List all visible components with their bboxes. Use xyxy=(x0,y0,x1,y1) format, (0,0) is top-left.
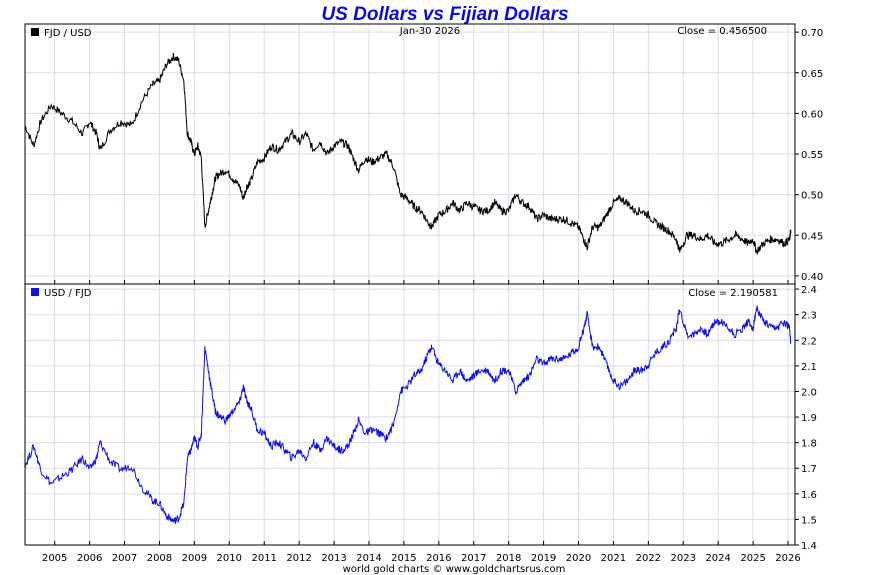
y-tick-label-usd-fjd-1.8: 1.8 xyxy=(801,439,817,450)
y-tick-label-usd-fjd-2.4: 2.4 xyxy=(801,285,817,296)
x-tick-label-2010: 2010 xyxy=(217,553,242,564)
x-tick-label-2018: 2018 xyxy=(496,553,521,564)
x-tick-label-2013: 2013 xyxy=(321,553,346,564)
x-tick-label-2019: 2019 xyxy=(531,553,556,564)
close-label-fjd-usd: Close = 0.456500 xyxy=(677,26,767,37)
y-axis-bottom: 2.4 2.3 2.2 2.1 2.0 1.9 1.8 1.7 1.6 1.5 1.4 xyxy=(795,285,817,552)
y-tick-label-usd-fjd-1.6: 1.6 xyxy=(801,490,817,501)
y-axis-top: 0.70 0.65 0.60 0.55 0.50 0.45 0.40 xyxy=(795,28,823,283)
y-tick-label-usd-fjd-1.5: 1.5 xyxy=(801,515,817,526)
x-tick-label-2008: 2008 xyxy=(147,553,172,564)
x-tick-label-2007: 2007 xyxy=(112,553,137,564)
x-tick-label-2005: 2005 xyxy=(42,553,67,564)
y-tick-label-fjd-usd-0.45: 0.45 xyxy=(801,231,823,242)
y-tick-label-fjd-usd-0.70: 0.70 xyxy=(801,28,823,39)
y-tick-label-fjd-usd-0.55: 0.55 xyxy=(801,150,823,161)
legend-swatch-fjd-usd xyxy=(31,28,39,36)
x-tick-label-2020: 2020 xyxy=(566,553,591,564)
x-tick-label-2011: 2011 xyxy=(251,553,276,564)
x-tick-label-2015: 2015 xyxy=(391,553,416,564)
y-tick-label-usd-fjd-2.0: 2.0 xyxy=(801,387,817,398)
y-tick-label-usd-fjd-1.7: 1.7 xyxy=(801,464,817,475)
x-tick-label-2017: 2017 xyxy=(461,553,486,564)
panel-top: FJD / USD Jan-30 2026 Close = 0.456500 0… xyxy=(24,23,823,285)
close-label-usd-fjd: Close = 2.190581 xyxy=(688,288,778,299)
y-tick-label-usd-fjd-2.3: 2.3 xyxy=(801,311,817,322)
x-tick-label-2024: 2024 xyxy=(705,553,730,564)
x-axis: 2005 2006 2007 2008 2009 2010 2011 2012 2013 2014… xyxy=(42,553,801,564)
x-tick-label-2006: 2006 xyxy=(77,553,102,564)
y-tick-label-fjd-usd-0.50: 0.50 xyxy=(801,191,823,202)
series-line-usd-fjd xyxy=(24,305,792,525)
panel-bottom: USD / FJD Close = 2.190581 2.42.32.22.12… xyxy=(24,283,817,552)
x-tick-label-2012: 2012 xyxy=(286,553,311,564)
footer-credit: world gold charts © www.goldchartsrus.co… xyxy=(343,564,566,575)
series-line-fjd-usd xyxy=(24,52,792,255)
legend-fjd-usd: FJD / USD xyxy=(44,28,92,39)
y-tick-label-fjd-usd-0.40: 0.40 xyxy=(801,272,823,283)
panel-bottom-border xyxy=(24,283,796,546)
grid-top xyxy=(25,24,795,284)
y-tick-label-usd-fjd-2.1: 2.1 xyxy=(801,362,817,373)
x-tick-label-2023: 2023 xyxy=(671,553,696,564)
x-tick-label-2022: 2022 xyxy=(636,553,661,564)
y-tick-label-usd-fjd-1.9: 1.9 xyxy=(801,413,817,424)
x-tick-label-2025: 2025 xyxy=(740,553,765,564)
y-tick-label-usd-fjd-1.4: 1.4 xyxy=(801,541,817,552)
y-tick-label-fjd-usd-0.60: 0.60 xyxy=(801,109,823,120)
x-tick-label-2021: 2021 xyxy=(601,553,626,564)
chart-title: US Dollars vs Fijian Dollars xyxy=(321,4,568,25)
x-tick-label-2016: 2016 xyxy=(426,553,451,564)
y-tick-label-usd-fjd-2.2: 2.2 xyxy=(801,336,817,347)
x-tick-label-2026: 2026 xyxy=(775,553,800,564)
legend-swatch-usd-fjd xyxy=(31,288,39,296)
x-tick-label-2009: 2009 xyxy=(182,553,207,564)
grid-bottom xyxy=(25,284,795,546)
legend-usd-fjd: USD / FJD xyxy=(44,288,92,299)
y-tick-label-fjd-usd-0.65: 0.65 xyxy=(801,69,823,80)
date-label: Jan-30 2026 xyxy=(399,26,460,37)
x-tick-label-2014: 2014 xyxy=(356,553,381,564)
